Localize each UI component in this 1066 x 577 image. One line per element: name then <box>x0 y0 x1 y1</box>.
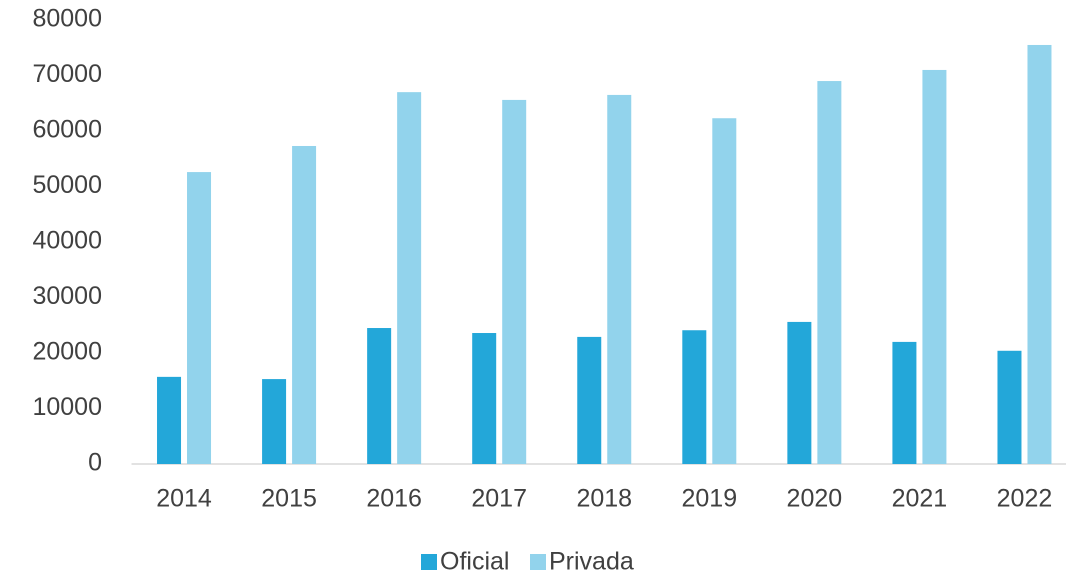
x-tick-label: 2014 <box>156 485 212 513</box>
y-tick-label: 20000 <box>32 338 102 366</box>
x-tick-label: 2020 <box>787 485 843 513</box>
x-tick-label: 2019 <box>681 485 737 513</box>
y-tick-label: 50000 <box>32 171 102 199</box>
x-tick-label: 2018 <box>576 485 632 513</box>
x-tick-label: 2016 <box>366 485 422 513</box>
legend-label: Oficial <box>440 548 509 576</box>
bar <box>892 341 917 464</box>
bar <box>607 94 632 465</box>
bar <box>262 379 287 464</box>
bar <box>997 350 1022 464</box>
legend-swatch <box>421 554 437 570</box>
bar <box>472 333 497 464</box>
bar <box>187 172 212 464</box>
bar <box>922 69 947 464</box>
bar <box>397 92 422 465</box>
bar <box>682 330 707 464</box>
y-tick-label: 10000 <box>32 393 102 421</box>
y-tick-label: 30000 <box>32 282 102 310</box>
y-tick-label: 70000 <box>32 60 102 88</box>
legend-label: Privada <box>549 548 634 576</box>
bar <box>502 99 527 465</box>
x-tick-label: 2017 <box>471 485 527 513</box>
y-tick-label: 0 <box>88 449 102 477</box>
bar <box>712 118 737 465</box>
bar <box>787 321 812 464</box>
legend-swatch <box>530 554 546 570</box>
y-tick-label: 60000 <box>32 116 102 144</box>
bar <box>292 145 317 465</box>
x-tick-label: 2022 <box>997 485 1053 513</box>
bar <box>367 328 392 464</box>
y-tick-label: 80000 <box>32 5 102 33</box>
y-tick-label: 40000 <box>32 227 102 255</box>
bar <box>817 81 842 465</box>
x-tick-label: 2015 <box>261 485 317 513</box>
bar <box>577 336 602 464</box>
bar <box>1027 44 1052 464</box>
x-tick-label: 2021 <box>892 485 948 513</box>
bar <box>157 376 182 464</box>
